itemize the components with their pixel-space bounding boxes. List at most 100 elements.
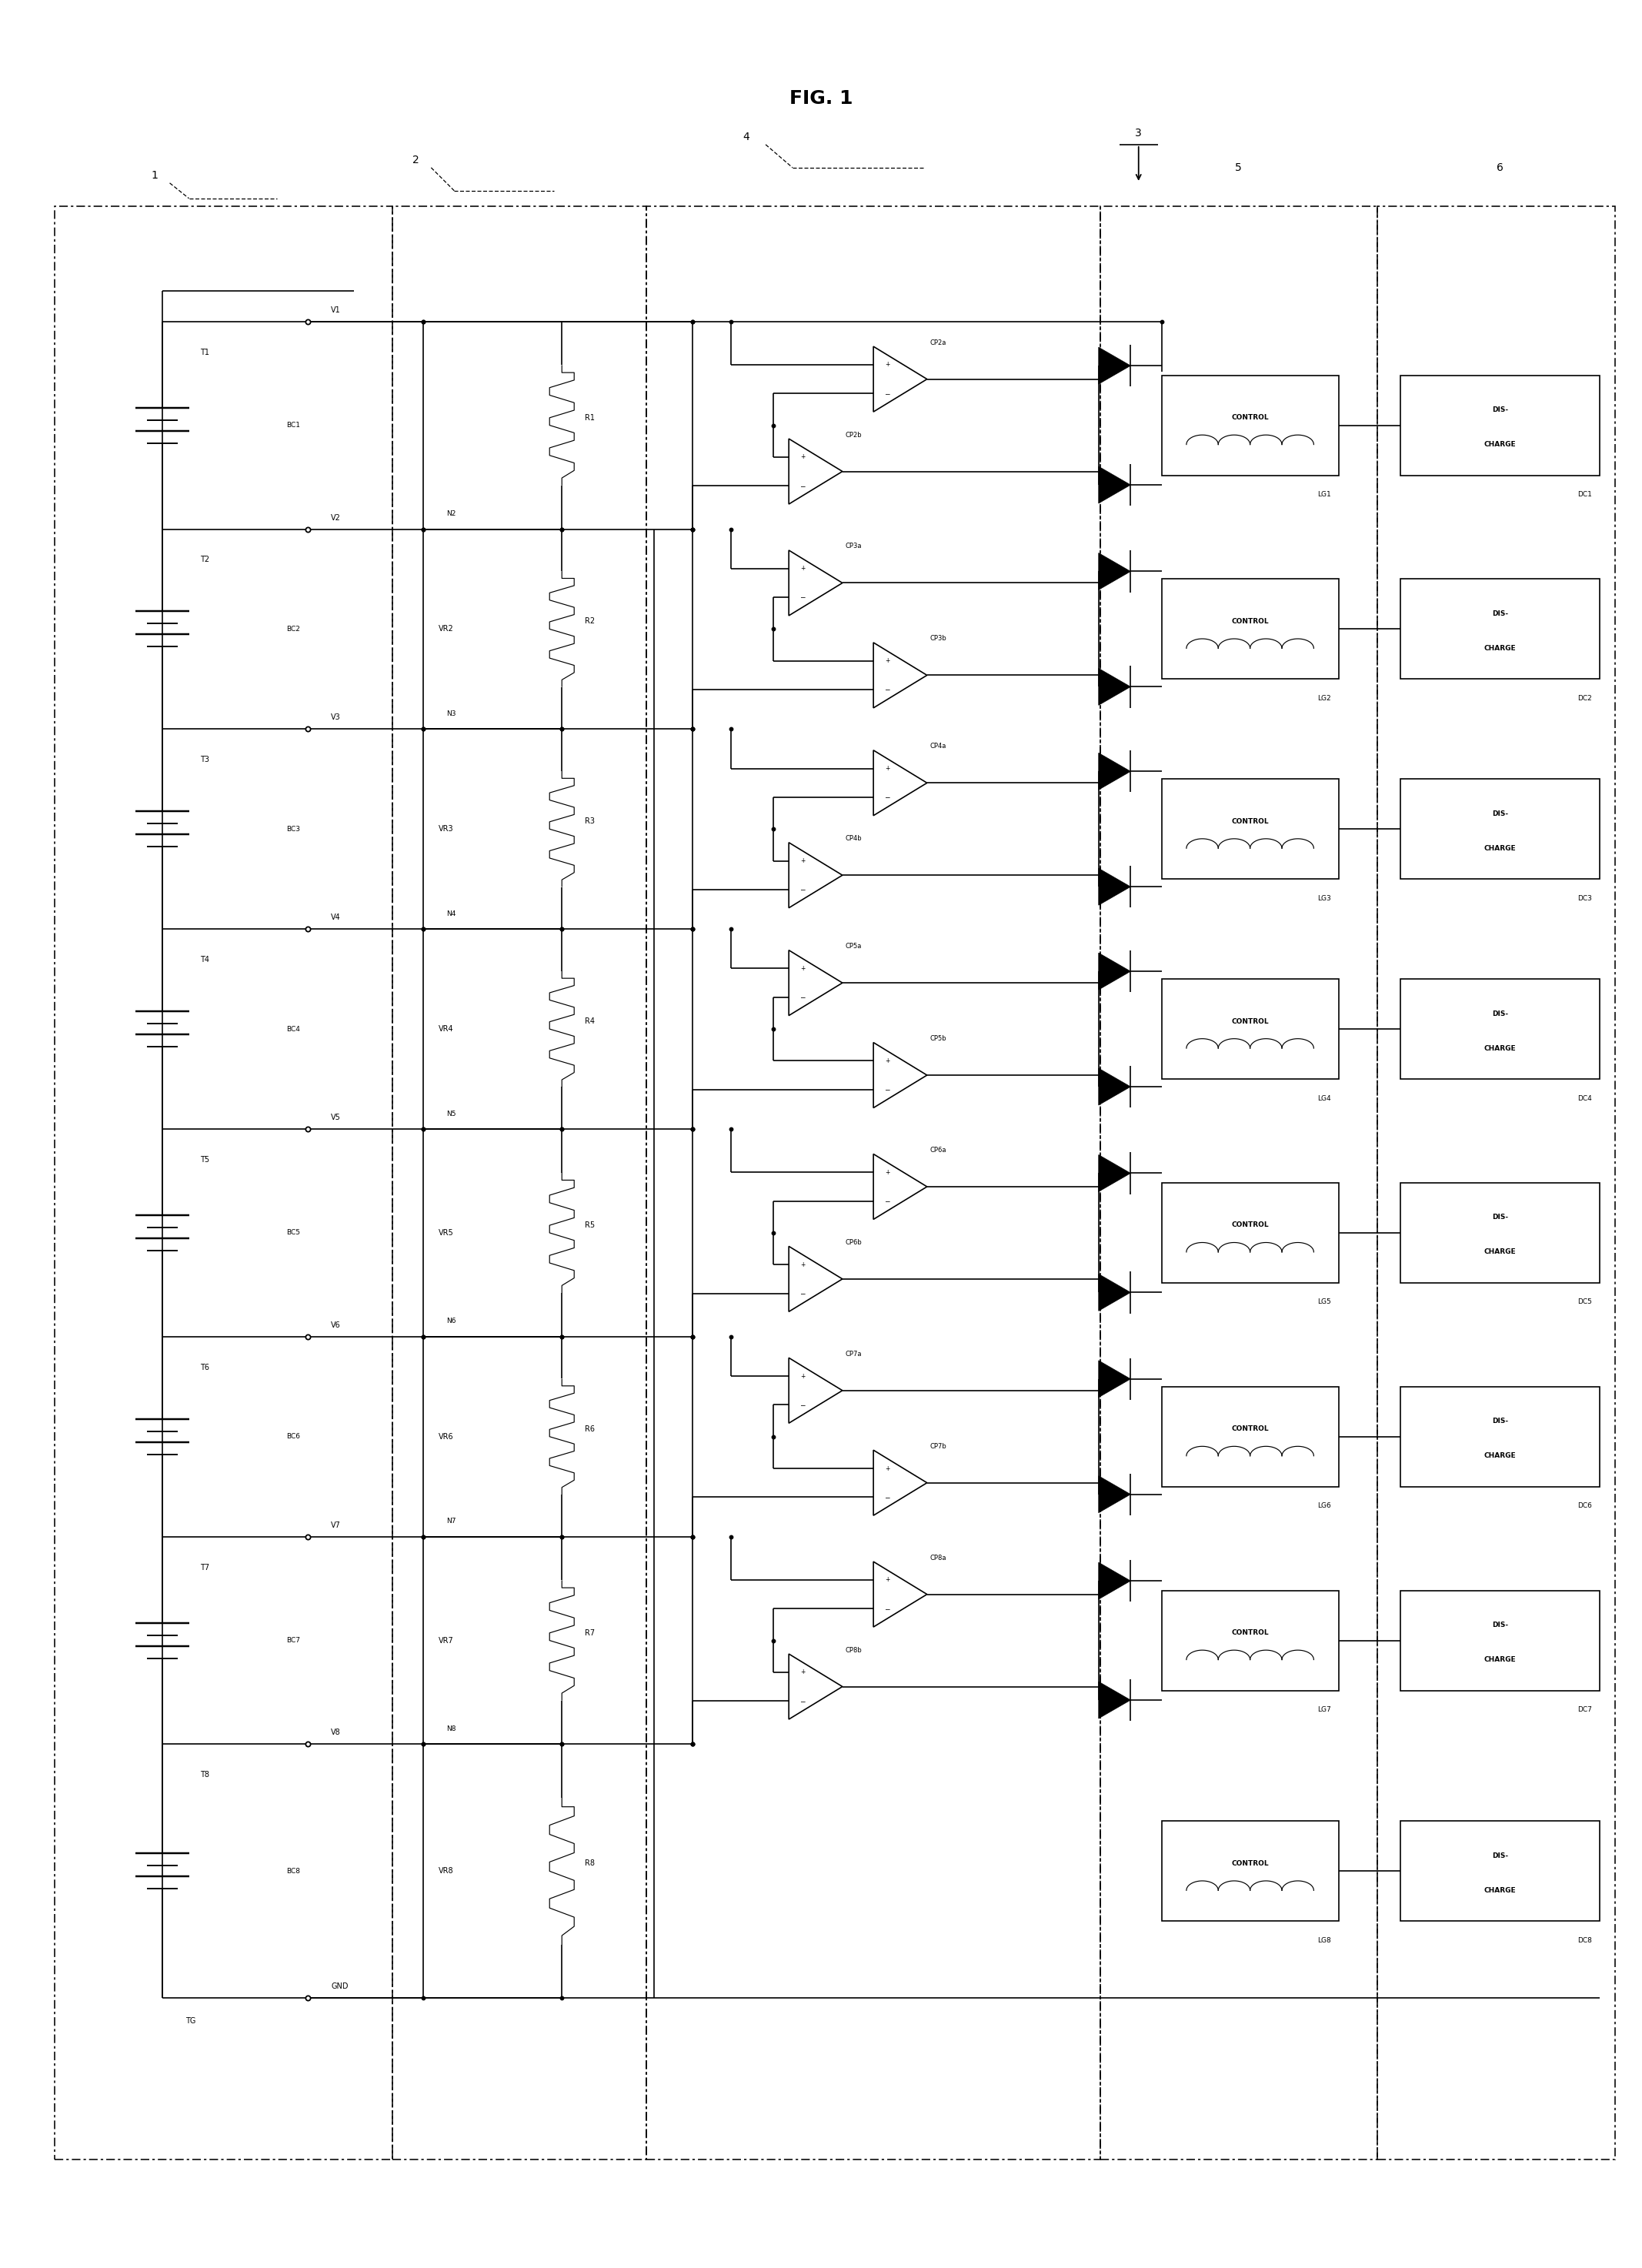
Text: CHARGE: CHARGE — [1484, 1250, 1516, 1256]
Text: N6: N6 — [447, 1318, 456, 1325]
Text: LG2: LG2 — [1317, 694, 1330, 701]
Text: CP4a: CP4a — [929, 744, 947, 751]
Text: DC6: DC6 — [1578, 1501, 1593, 1508]
Text: V4: V4 — [332, 914, 342, 921]
Text: LG5: LG5 — [1317, 1300, 1330, 1306]
Bar — [1401, 1821, 1599, 1921]
Text: GND: GND — [332, 1982, 348, 1991]
Text: 3: 3 — [1135, 127, 1141, 138]
Text: CP2b: CP2b — [846, 431, 862, 438]
Text: DC2: DC2 — [1578, 694, 1593, 701]
Text: −: − — [800, 993, 806, 1000]
Text: DC1: DC1 — [1578, 492, 1593, 499]
Text: V3: V3 — [332, 714, 342, 721]
Polygon shape — [1098, 669, 1131, 705]
Text: V1: V1 — [332, 306, 342, 313]
Text: BC5: BC5 — [287, 1229, 300, 1236]
Text: +: + — [885, 764, 890, 771]
Text: R7: R7 — [585, 1628, 594, 1637]
Text: N4: N4 — [447, 909, 456, 916]
Text: CONTROL: CONTROL — [1232, 819, 1269, 826]
Polygon shape — [1098, 347, 1131, 383]
Text: 1: 1 — [151, 170, 158, 181]
Text: DC3: DC3 — [1578, 896, 1593, 903]
Text: DC5: DC5 — [1578, 1300, 1593, 1306]
Text: N3: N3 — [447, 710, 456, 717]
Text: CP4b: CP4b — [846, 835, 862, 841]
Text: BC2: BC2 — [287, 626, 300, 633]
Text: BC8: BC8 — [287, 1869, 300, 1876]
Text: +: + — [800, 1261, 805, 1268]
Bar — [1401, 1590, 1599, 1690]
Text: CP3a: CP3a — [846, 542, 862, 549]
Bar — [1161, 780, 1338, 880]
Text: T6: T6 — [200, 1363, 210, 1372]
Text: +: + — [885, 1168, 890, 1175]
Text: CHARGE: CHARGE — [1484, 440, 1516, 449]
Text: −: − — [885, 687, 890, 694]
Text: T5: T5 — [200, 1157, 210, 1163]
Text: VR3: VR3 — [438, 826, 453, 832]
Text: CP8a: CP8a — [929, 1554, 947, 1560]
Text: DIS-: DIS- — [1493, 810, 1507, 816]
Text: T3: T3 — [200, 755, 210, 764]
Text: +: + — [800, 1372, 805, 1379]
Text: LG8: LG8 — [1317, 1937, 1330, 1944]
Bar — [1401, 374, 1599, 476]
Text: CP7a: CP7a — [846, 1349, 862, 1359]
Text: BC3: BC3 — [287, 826, 300, 832]
Bar — [1161, 1590, 1338, 1690]
Polygon shape — [1098, 953, 1131, 989]
Text: +: + — [885, 1465, 890, 1472]
Text: VR4: VR4 — [438, 1025, 453, 1032]
Text: DIS-: DIS- — [1493, 1418, 1507, 1424]
Bar — [1401, 980, 1599, 1080]
Bar — [1161, 578, 1338, 678]
Text: CP5b: CP5b — [929, 1034, 947, 1041]
Text: V6: V6 — [332, 1322, 342, 1329]
Text: CONTROL: CONTROL — [1232, 1018, 1269, 1025]
Text: CONTROL: CONTROL — [1232, 1222, 1269, 1229]
Text: R6: R6 — [585, 1424, 594, 1433]
Text: +: + — [800, 565, 805, 572]
Text: −: − — [800, 594, 806, 601]
Text: CONTROL: CONTROL — [1232, 1860, 1269, 1867]
Polygon shape — [1098, 1154, 1131, 1191]
Text: R3: R3 — [585, 816, 594, 826]
Bar — [392, 206, 647, 2159]
Bar — [54, 206, 392, 2159]
Text: CP2a: CP2a — [929, 340, 947, 347]
Text: VR5: VR5 — [438, 1229, 455, 1236]
Bar — [1161, 980, 1338, 1080]
Text: CHARGE: CHARGE — [1484, 844, 1516, 853]
Text: 4: 4 — [744, 132, 750, 143]
Text: 6: 6 — [1496, 163, 1504, 172]
Text: DIS-: DIS- — [1493, 1009, 1507, 1016]
Polygon shape — [1098, 869, 1131, 905]
Text: LG6: LG6 — [1317, 1501, 1330, 1508]
Text: CP7b: CP7b — [929, 1442, 947, 1449]
Polygon shape — [1098, 753, 1131, 789]
Text: CONTROL: CONTROL — [1232, 1628, 1269, 1635]
Text: DIS-: DIS- — [1493, 1213, 1507, 1220]
Text: CHARGE: CHARGE — [1484, 1046, 1516, 1052]
Text: R2: R2 — [585, 617, 594, 626]
Text: CP6a: CP6a — [929, 1148, 947, 1154]
Text: 5: 5 — [1235, 163, 1241, 172]
Text: CP5a: CP5a — [846, 943, 862, 950]
Text: LG1: LG1 — [1317, 492, 1330, 499]
Text: +: + — [885, 361, 890, 367]
Text: −: − — [800, 1290, 806, 1297]
Text: DC4: DC4 — [1578, 1095, 1593, 1102]
Text: −: − — [885, 794, 890, 801]
Text: −: − — [885, 1086, 890, 1093]
Text: CONTROL: CONTROL — [1232, 617, 1269, 626]
Text: V2: V2 — [332, 515, 342, 522]
Text: CHARGE: CHARGE — [1484, 1887, 1516, 1894]
Bar — [1401, 1184, 1599, 1284]
Polygon shape — [1098, 1068, 1131, 1105]
Bar — [1401, 1386, 1599, 1486]
Text: FIG. 1: FIG. 1 — [790, 88, 852, 107]
Text: +: + — [885, 658, 890, 665]
Bar — [1100, 206, 1378, 2159]
